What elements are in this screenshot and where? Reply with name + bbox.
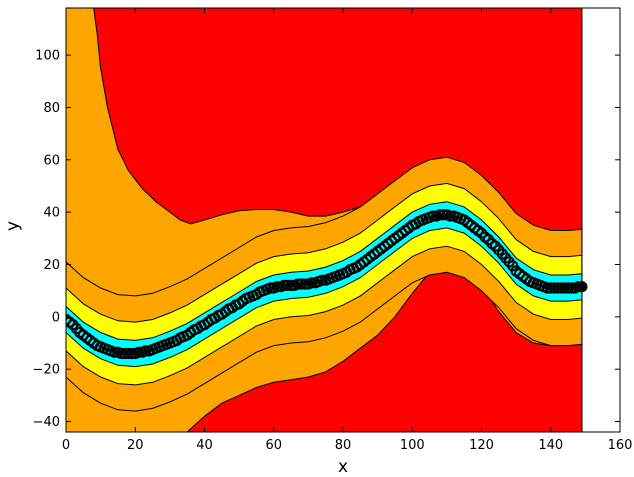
data-point — [555, 282, 567, 294]
x-tick-label: 20 — [127, 438, 144, 453]
data-point — [541, 282, 553, 294]
x-tick-label: 80 — [335, 438, 352, 453]
data-point — [282, 279, 294, 291]
data-point — [552, 282, 564, 294]
data-point — [115, 347, 128, 360]
data-point — [559, 282, 571, 294]
data-points — [66, 209, 588, 360]
data-point — [133, 346, 145, 358]
y-tick-label: 60 — [43, 153, 60, 168]
data-point — [437, 209, 449, 221]
data-point — [295, 278, 307, 290]
y-tick-label: −40 — [33, 415, 60, 430]
data-point — [278, 279, 290, 291]
data-point — [427, 210, 439, 222]
data-point — [119, 347, 131, 360]
x-tick-label: 100 — [400, 438, 425, 453]
red-region-lower — [66, 261, 583, 432]
data-point — [548, 282, 560, 294]
data-point — [316, 274, 328, 286]
y-axis-label: y — [3, 221, 23, 231]
y-tick-label: 100 — [35, 49, 60, 64]
data-point — [562, 282, 574, 294]
x-tick-label: 40 — [196, 438, 213, 453]
data-point — [264, 282, 276, 294]
x-tick-label: 140 — [538, 438, 563, 453]
y-tick-label: 20 — [43, 258, 60, 273]
data-point — [444, 210, 456, 222]
y-tick-label: 0 — [52, 310, 60, 325]
data-point — [299, 278, 311, 290]
y-tick-label: −20 — [33, 363, 60, 378]
y-tick-label: 80 — [43, 101, 60, 116]
y-axis: −40 −20 0 20 40 60 80 100 — [33, 49, 620, 430]
data-point — [434, 209, 446, 221]
data-point — [545, 282, 557, 294]
x-tick-label: 160 — [608, 438, 633, 453]
y-tick-label: 40 — [43, 206, 60, 221]
data-point — [285, 279, 297, 291]
x-tick-label: 120 — [469, 438, 494, 453]
data-point — [108, 346, 121, 358]
x-axis-label: x — [338, 457, 348, 477]
x-axis: 0 20 40 60 80 100 120 140 160 — [62, 8, 633, 453]
data-point — [292, 278, 304, 290]
data-point — [126, 347, 138, 360]
data-point — [576, 281, 588, 292]
data-point — [140, 345, 152, 357]
data-point — [122, 347, 134, 360]
data-point — [306, 277, 318, 289]
data-point — [271, 281, 283, 293]
data-point — [565, 282, 578, 294]
x-tick-label: 60 — [265, 438, 282, 453]
x-tick-label: 0 — [62, 438, 70, 453]
confidence-regions — [66, 8, 583, 432]
